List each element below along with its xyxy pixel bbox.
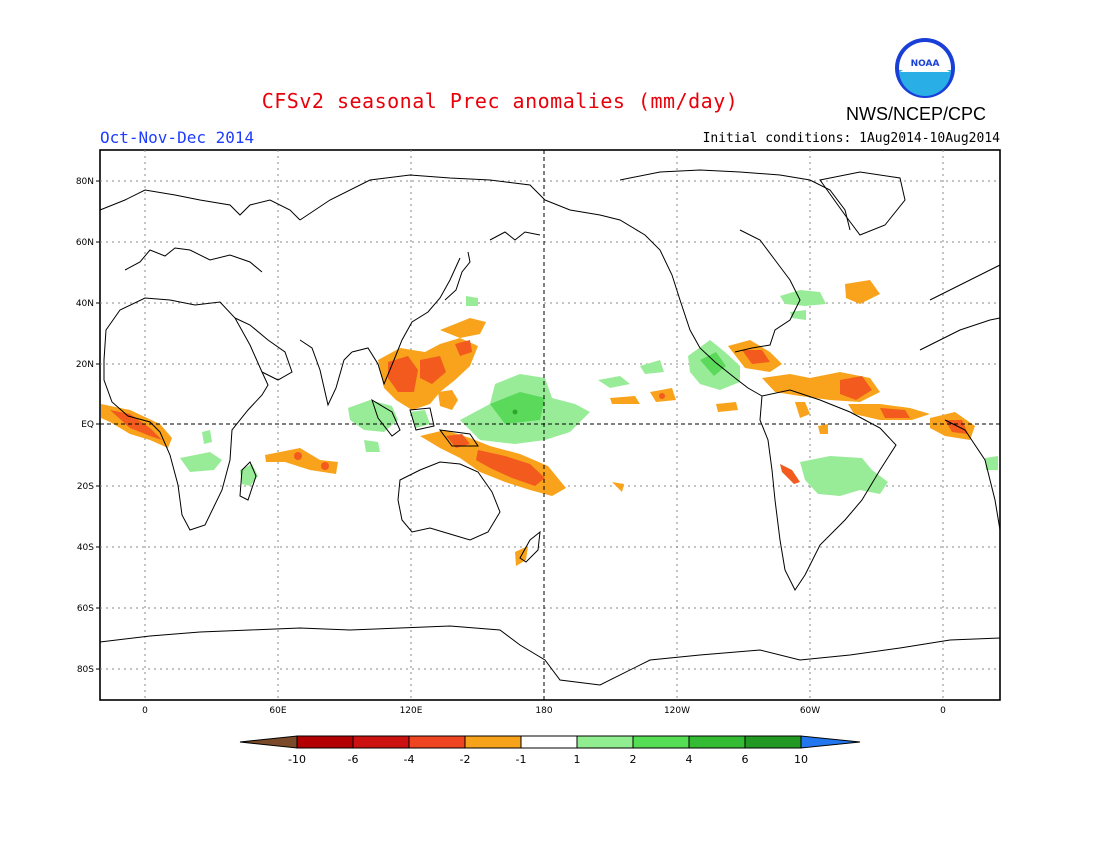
colorbar-label: -10 (288, 753, 306, 766)
colorbar-label: 2 (630, 753, 637, 766)
colorbar-segment (632, 735, 690, 749)
lat-label: 20N (76, 360, 94, 370)
lon-label: 0 (940, 706, 946, 716)
agency-label: NWS/NCEP/CPC (846, 104, 987, 124)
lon-label: 180 (535, 706, 552, 716)
lat-label: EQ (81, 420, 94, 430)
lon-label: 120W (664, 706, 690, 716)
colorbar (239, 735, 861, 749)
colorbar-segment (800, 735, 861, 749)
lat-labels: 80N 60N 40N 20N EQ 20S 40S 60S 80S (76, 177, 94, 675)
colorbar-label: -6 (348, 753, 359, 766)
colorbar-label: -4 (404, 753, 415, 766)
lat-label: 80N (76, 177, 94, 187)
lon-label: 60W (800, 706, 820, 716)
colorbar-segment (408, 735, 466, 749)
colorbar-label: 10 (794, 753, 808, 766)
colorbar-segment (352, 735, 410, 749)
lat-label: 40N (76, 299, 94, 309)
colorbar-segment (296, 735, 354, 749)
precip-anomaly-shading (101, 280, 998, 566)
lat-label: 20S (77, 482, 94, 492)
lon-labels: 0 60E 120E 180 120W 60W 0 (142, 706, 946, 716)
colorbar-label: 1 (574, 753, 581, 766)
colorbar-segment (239, 735, 298, 749)
colorbar-segment (744, 735, 802, 749)
lat-label: 60N (76, 238, 94, 248)
forecast-period: Oct-Nov-Dec 2014 (100, 128, 255, 147)
lat-ticks (96, 180, 100, 670)
lon-label: 0 (142, 706, 148, 716)
colorbar-labels: -10 -6 -4 -2 -1 1 2 4 6 10 (288, 753, 808, 766)
lat-label: 80S (77, 665, 94, 675)
colorbar-segment (688, 735, 746, 749)
colorbar-segment (576, 735, 634, 749)
noaa-logo-text: NOAA (911, 59, 940, 69)
colorbar-label: -1 (516, 753, 527, 766)
lon-label: 120E (400, 706, 423, 716)
colorbar-label: -2 (460, 753, 471, 766)
colorbar-label: 4 (686, 753, 693, 766)
lat-label: 40S (77, 543, 94, 553)
colorbar-label: 6 (742, 753, 749, 766)
noaa-logo: NOAA (895, 38, 955, 98)
map-title: CFSv2 seasonal Prec anomalies (mm/day) (261, 89, 739, 113)
initial-conditions: Initial conditions: 1Aug2014-10Aug2014 (702, 131, 1000, 146)
colorbar-segment (520, 735, 578, 749)
coastlines (99, 169, 1001, 686)
lat-label: 60S (77, 604, 94, 614)
lon-label: 60E (269, 706, 286, 716)
colorbar-segment (464, 735, 522, 749)
